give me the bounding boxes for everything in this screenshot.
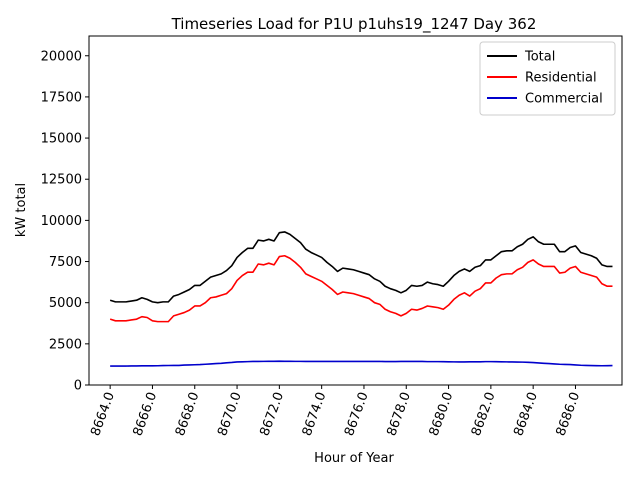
x-axis-label: Hour of Year	[314, 451, 394, 466]
legend-label-residential: Residential	[525, 71, 597, 86]
x-tick-label: 8680.0	[427, 390, 457, 438]
y-tick-label: 2500	[49, 337, 82, 352]
legend: Total Residential Commercial	[479, 41, 616, 116]
y-tick-label: 10000	[41, 214, 82, 229]
x-tick-label: 8672.0	[257, 390, 287, 438]
series-line-residential	[109, 254, 613, 323]
y-tick-label: 5000	[49, 296, 82, 311]
series-lines	[109, 231, 613, 367]
x-tick-label: 8670.0	[215, 390, 245, 438]
x-tick-label: 8682.0	[469, 390, 499, 438]
legend-label-total: Total	[524, 50, 555, 65]
x-tick-label: 8684.0	[511, 390, 541, 438]
x-tick-label: 8674.0	[300, 390, 330, 438]
y-tick-label: 20000	[41, 49, 82, 64]
y-tick-label: 12500	[41, 173, 82, 188]
x-tick-label: 8666.0	[131, 390, 161, 438]
chart-title: Timeseries Load for P1U p1uhs19_1247 Day…	[171, 15, 537, 34]
y-axis: 0 2500 5000 7500 10000 12500 15000 17500 20000	[41, 49, 89, 394]
series-line-commercial	[110, 360, 613, 367]
x-tick-label: 8668.0	[173, 390, 203, 438]
legend-box	[479, 41, 616, 116]
y-tick-label: 7500	[49, 255, 82, 270]
series-line-total	[109, 231, 613, 304]
x-tick-label: 8686.0	[554, 390, 584, 438]
legend-label-commercial: Commercial	[525, 92, 603, 107]
y-tick-label: 0	[74, 379, 82, 394]
plot-area	[88, 35, 623, 386]
x-tick-label: 8678.0	[384, 390, 414, 438]
x-tick-label: 8676.0	[342, 390, 372, 438]
x-axis: 8664.0 8666.0 8668.0 8670.0 8672.0 8674.0 8676…	[88, 385, 583, 438]
y-tick-label: 15000	[41, 132, 82, 147]
x-tick-label: 8664.0	[88, 390, 118, 438]
y-axis-label: kW total	[14, 183, 29, 237]
y-tick-label: 17500	[41, 90, 82, 105]
